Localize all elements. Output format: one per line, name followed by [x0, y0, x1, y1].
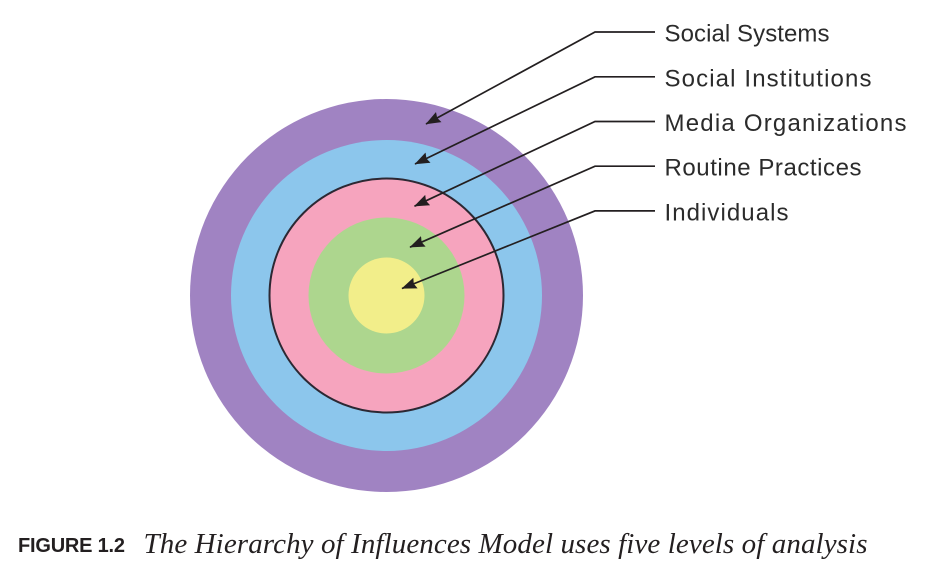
- svg-text:Social Institutions: Social Institutions: [665, 65, 872, 92]
- svg-text:FIGURE 1.2: FIGURE 1.2: [18, 535, 125, 557]
- svg-text:The Hierarchy of Influences Mo: The Hierarchy of Influences Model uses f…: [144, 528, 868, 560]
- svg-text:Routine Practices: Routine Practices: [665, 155, 862, 182]
- svg-text:Media Organizations: Media Organizations: [665, 110, 907, 137]
- svg-text:Social Systems: Social Systems: [665, 21, 830, 48]
- svg-text:Individuals: Individuals: [665, 199, 789, 226]
